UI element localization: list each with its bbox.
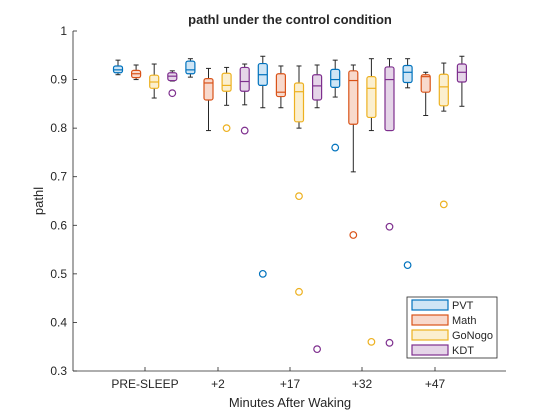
y-tick-label: 0.7 — [50, 170, 67, 184]
x-tick-label: +32 — [352, 377, 373, 391]
legend-swatch-gonogo — [411, 329, 449, 341]
outlier-point — [258, 269, 267, 278]
interquartile-box — [185, 60, 196, 75]
interquartile-box — [275, 73, 286, 98]
y-tick-label: 0.4 — [50, 315, 67, 329]
box-math-4 — [348, 64, 359, 239]
y-tick-label: 0.9 — [50, 73, 67, 87]
box-gonogo-4 — [366, 58, 377, 346]
box-math-3 — [275, 65, 286, 109]
outlier-point — [403, 261, 412, 270]
x-axis-ticks: PRE-SLEEP +2 +17 +32 +47 — [111, 367, 446, 391]
y-tick-label: 0.5 — [50, 267, 67, 281]
legend-swatch-math — [411, 314, 449, 326]
x-tick-label: +17 — [280, 377, 301, 391]
box-pvt-1 — [112, 59, 124, 76]
outlier-point — [168, 89, 177, 98]
interquartile-box — [330, 68, 341, 88]
chart-title: pathl under the control condition — [188, 12, 392, 27]
y-tick-label: 0.8 — [50, 121, 67, 135]
box-kdt-4 — [384, 58, 395, 347]
box-math-2 — [203, 67, 214, 132]
y-tick-label: 1 — [60, 24, 67, 38]
box-kdt-5 — [456, 55, 467, 107]
interquartile-box — [366, 76, 377, 119]
legend: PVT Math GoNogo KDT — [406, 296, 498, 359]
legend-label-math: Math — [452, 315, 476, 327]
legend-swatch-pvt — [411, 299, 449, 311]
legend-label-gonogo: GoNogo — [452, 330, 493, 342]
x-tick-label: +2 — [211, 377, 225, 391]
interquartile-box — [239, 66, 250, 92]
interquartile-box — [312, 74, 323, 101]
outlier-point — [385, 222, 394, 231]
box-pvt-3 — [257, 55, 268, 278]
outlier-point — [331, 143, 340, 152]
x-axis-label: Minutes After Waking — [229, 395, 351, 410]
box-layer — [112, 55, 467, 354]
y-tick-label: 0.6 — [50, 218, 67, 232]
interquartile-box — [456, 63, 467, 83]
legend-swatch-kdt — [411, 344, 449, 356]
box-kdt-1 — [167, 70, 178, 98]
box-kdt-2 — [239, 63, 250, 135]
outlier-point — [367, 337, 376, 346]
box-gonogo-3 — [293, 65, 305, 296]
y-axis-label: pathl — [31, 187, 46, 215]
box-pvt-4 — [330, 59, 341, 152]
box-gonogo-2 — [221, 66, 232, 133]
outlier-point — [240, 126, 249, 135]
outlier-point — [313, 345, 322, 354]
y-axis-ticks: 0.3 0.4 0.5 0.6 0.7 0.8 0.9 1 — [50, 24, 77, 378]
outlier-point — [385, 338, 394, 347]
box-pvt-5 — [402, 58, 413, 270]
outlier-point — [439, 200, 448, 209]
outlier-point — [349, 231, 358, 239]
box-math-5 — [420, 71, 431, 117]
legend-label-kdt: KDT — [452, 345, 474, 357]
interquartile-box — [384, 66, 395, 132]
interquartile-box — [293, 82, 305, 123]
interquartile-box — [348, 70, 359, 125]
y-tick-label: 0.3 — [50, 364, 67, 378]
interquartile-box — [438, 73, 449, 107]
outlier-point — [295, 192, 303, 201]
box-kdt-3 — [312, 64, 323, 354]
legend-label-pvt: PVT — [452, 300, 474, 312]
outlier-point — [295, 287, 303, 296]
x-tick-label: +47 — [425, 377, 446, 391]
box-pvt-2 — [185, 58, 196, 78]
outlier-point — [222, 124, 231, 133]
interquartile-box — [402, 64, 413, 84]
box-math-1 — [131, 64, 142, 81]
box-gonogo-1 — [149, 63, 160, 99]
box-gonogo-5 — [438, 62, 449, 209]
x-tick-label: PRE-SLEEP — [111, 377, 178, 391]
interquartile-box — [221, 72, 232, 92]
interquartile-box — [420, 74, 431, 93]
interquartile-box — [203, 77, 214, 101]
